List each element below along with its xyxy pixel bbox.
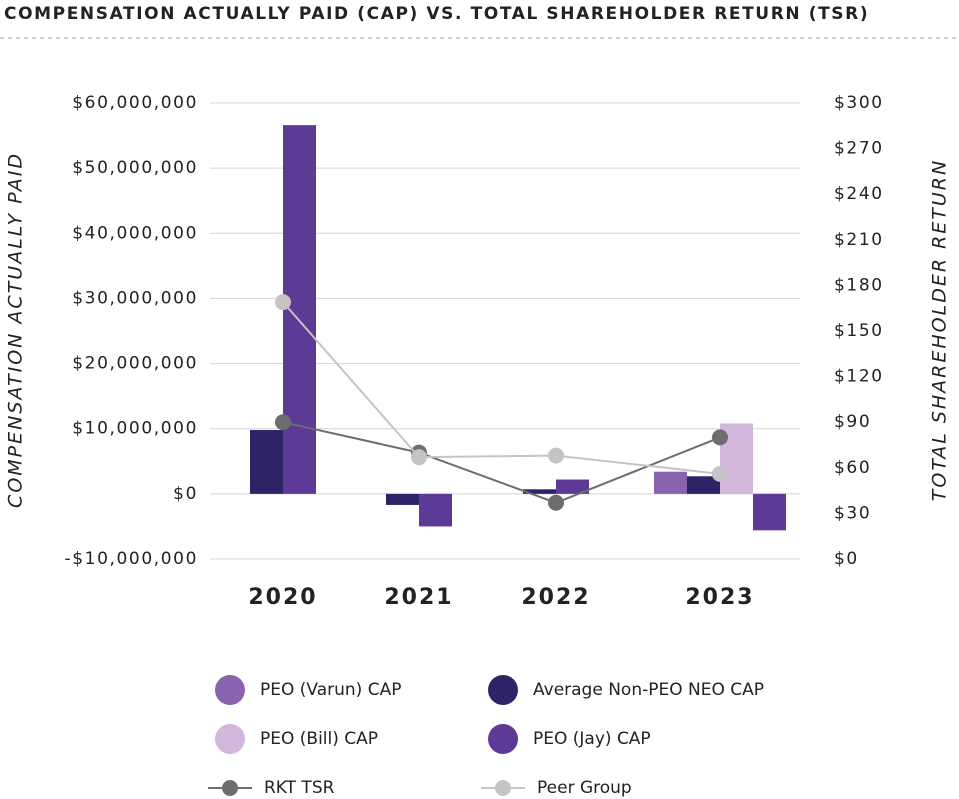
line (282, 301, 721, 475)
y-tick-label: $40,000,000 (72, 223, 198, 243)
y2-tick-label: $90 (834, 412, 871, 432)
line-marker (275, 294, 291, 311)
bar (283, 125, 316, 494)
legend-label: Peer Group (537, 778, 632, 798)
bar (419, 493, 452, 527)
x-tick-label: 2020 (248, 585, 317, 610)
line-marker (712, 429, 728, 446)
bar (654, 471, 687, 494)
legend-swatch (488, 724, 518, 754)
y2-tick-label: $120 (834, 367, 884, 387)
y2-tick-label: $0 (834, 549, 859, 569)
legend-label: PEO (Bill) CAP (260, 729, 378, 749)
bar (250, 430, 283, 494)
y-tick-label: $0 (173, 484, 198, 504)
legend-label: PEO (Varun) CAP (260, 680, 401, 700)
y2-tick-label: $150 (834, 321, 884, 341)
y-tick-label: -$10,000,000 (65, 549, 199, 569)
bar (753, 493, 786, 531)
line-marker (411, 449, 427, 466)
legend-marker (222, 780, 238, 796)
x-tick-label: 2021 (384, 585, 453, 610)
y2-tick-label: $30 (834, 503, 871, 523)
bar (523, 489, 556, 494)
legend-swatch (215, 675, 245, 705)
y-axis-label: COMPENSATION ACTUALLY PAID (5, 152, 27, 508)
x-tick-label: 2023 (685, 585, 754, 610)
legend-swatch (215, 724, 245, 754)
y-tick-label: $30,000,000 (72, 288, 198, 308)
line-marker (548, 494, 564, 511)
line (282, 421, 721, 504)
y2-tick-label: $240 (834, 184, 884, 204)
legend-label: RKT TSR (264, 778, 335, 798)
chart-title: COMPENSATION ACTUALLY PAID (CAP) VS. TOT… (4, 4, 869, 24)
line-marker (712, 465, 728, 482)
y2-tick-label: $180 (834, 275, 884, 295)
y2-tick-label: $60 (834, 458, 871, 478)
y-tick-label: $50,000,000 (72, 158, 198, 178)
bar (556, 479, 589, 494)
y-tick-label: $60,000,000 (72, 93, 198, 113)
legend-swatch (488, 675, 518, 705)
line-marker (548, 447, 564, 464)
x-tick-label: 2022 (521, 585, 590, 610)
y2-tick-label: $300 (834, 93, 884, 113)
y2-axis-label: TOTAL SHAREHOLDER RETURN (929, 159, 951, 501)
y-tick-label: $20,000,000 (72, 354, 198, 374)
legend-label: Average Non-PEO NEO CAP (533, 680, 764, 700)
y2-tick-label: $210 (834, 230, 884, 250)
line-marker (275, 414, 291, 431)
bar (687, 476, 720, 494)
legend-marker (495, 780, 511, 796)
bar (386, 493, 419, 505)
y-tick-label: $10,000,000 (72, 419, 198, 439)
y2-tick-label: $270 (834, 139, 884, 159)
legend-label: PEO (Jay) CAP (533, 729, 651, 749)
